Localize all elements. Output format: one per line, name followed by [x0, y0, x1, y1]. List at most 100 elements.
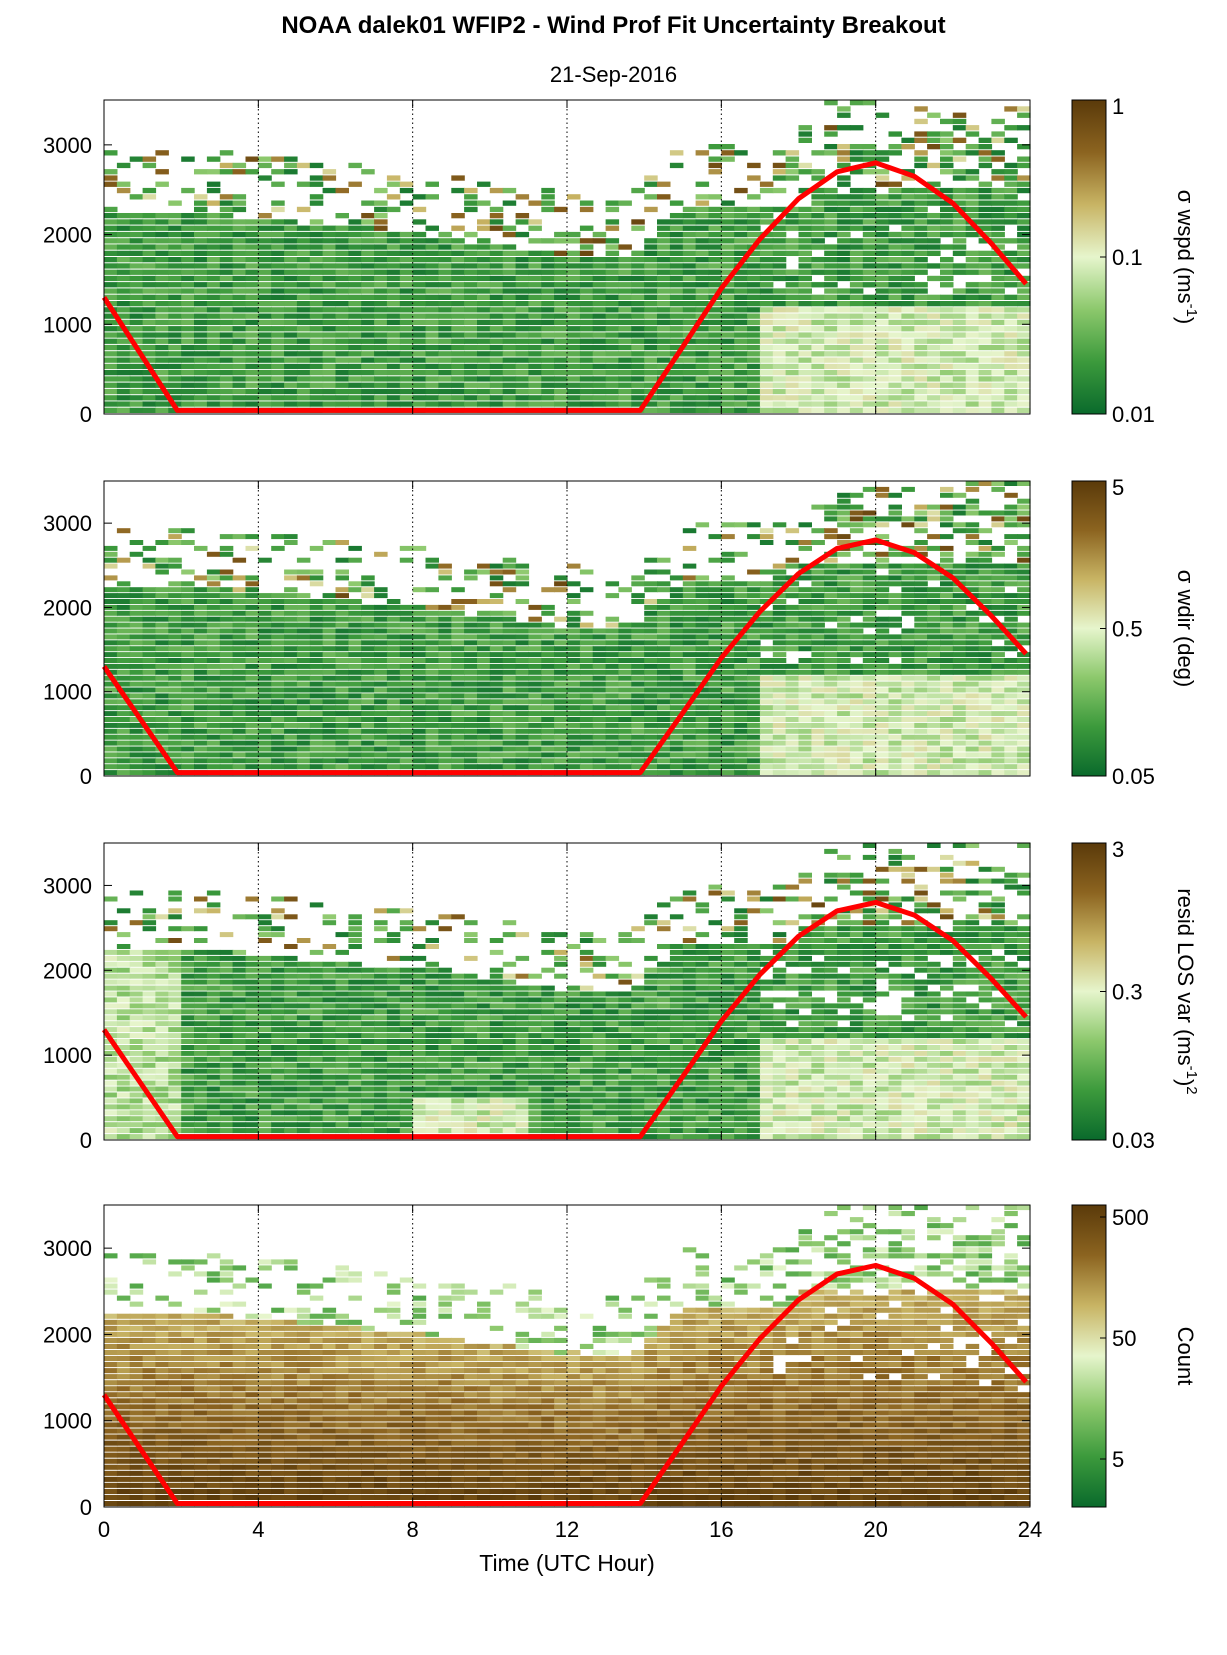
- heatmap-cell: [952, 681, 967, 687]
- heatmap-cell: [721, 652, 735, 658]
- heatmap-cell: [322, 622, 337, 628]
- heatmap-cell: [374, 382, 388, 388]
- heatmap-cell: [515, 622, 530, 628]
- heatmap-cell: [734, 370, 748, 376]
- heatmap-cell: [284, 332, 298, 338]
- heatmap-cell: [824, 187, 838, 194]
- heatmap-cell: [309, 604, 324, 610]
- heatmap-cell: [862, 510, 877, 516]
- heatmap-cell: [181, 652, 195, 658]
- heatmap-cell: [502, 675, 517, 681]
- heatmap-cell: [862, 200, 877, 206]
- heatmap-cell: [991, 187, 1005, 194]
- heatmap-cell: [798, 395, 812, 401]
- heatmap-cell: [554, 376, 568, 382]
- heatmap-cell: [181, 599, 195, 604]
- heatmap-cell: [888, 144, 902, 150]
- heatmap-cell: [991, 382, 1005, 388]
- heatmap-cell: [348, 610, 362, 616]
- heatmap-cell: [438, 652, 452, 658]
- heatmap-cell: [798, 313, 812, 319]
- heatmap-cell: [849, 728, 864, 734]
- heatmap-cell: [219, 150, 234, 156]
- heatmap-cell: [708, 722, 722, 728]
- heatmap-cell: [309, 269, 324, 275]
- heatmap-cell: [296, 722, 311, 728]
- heatmap-cell: [644, 338, 658, 344]
- heatmap-cell: [811, 313, 825, 319]
- heatmap-cell: [747, 711, 761, 717]
- heatmap-cell: [759, 388, 774, 395]
- heatmap-cell: [168, 681, 182, 687]
- heatmap-cell: [965, 200, 980, 206]
- heatmap-cell: [489, 225, 504, 231]
- heatmap-cell: [940, 219, 954, 225]
- heatmap-cell: [695, 734, 710, 740]
- heatmap-cell: [914, 770, 928, 776]
- heatmap-cell: [849, 332, 864, 338]
- heatmap-cell: [129, 338, 144, 344]
- heatmap-cell: [1017, 181, 1031, 187]
- heatmap-cell: [952, 569, 967, 575]
- heatmap-cell: [849, 313, 864, 319]
- heatmap-cell: [438, 646, 452, 652]
- heatmap-cell: [489, 693, 504, 699]
- heatmap-cell: [528, 319, 542, 326]
- heatmap-cell: [631, 758, 645, 764]
- heatmap-cell: [477, 395, 491, 401]
- heatmap-cell: [335, 244, 349, 250]
- heatmap-cell: [824, 194, 838, 200]
- heatmap-cell: [837, 516, 851, 522]
- heatmap-cell: [631, 275, 645, 282]
- heatmap-cell: [927, 250, 941, 256]
- heatmap-cell: [721, 770, 735, 776]
- heatmap-cell: [901, 407, 915, 413]
- heatmap-cell: [168, 675, 182, 681]
- heatmap-cell: [734, 581, 748, 587]
- heatmap-cell: [991, 734, 1005, 740]
- heatmap-cell: [309, 705, 324, 711]
- heatmap-cell: [914, 200, 928, 206]
- heatmap-cell: [271, 599, 285, 604]
- heatmap-cell: [940, 728, 954, 734]
- heatmap-cell: [309, 275, 324, 282]
- heatmap-cell: [335, 705, 349, 711]
- heatmap-cell: [901, 370, 915, 376]
- heatmap-cell: [837, 301, 851, 307]
- heatmap-cell: [592, 699, 607, 705]
- heatmap-cell: [785, 528, 800, 534]
- heatmap-cell: [759, 363, 774, 370]
- heatmap-cell: [631, 628, 645, 634]
- heatmap-cell: [104, 150, 118, 156]
- heatmap-cell: [605, 301, 620, 307]
- heatmap-cell: [168, 263, 182, 269]
- heatmap-cell: [785, 722, 800, 728]
- heatmap-cell: [940, 200, 954, 206]
- heatmap-cell: [991, 770, 1005, 776]
- heatmap-cell: [464, 705, 478, 711]
- heatmap-cell: [129, 699, 144, 705]
- heatmap-cell: [747, 705, 761, 711]
- heatmap-cell: [425, 395, 439, 401]
- heatmap-cell: [271, 722, 285, 728]
- heatmap-cell: [104, 734, 118, 740]
- heatmap-cell: [554, 663, 568, 669]
- heatmap-cell: [386, 705, 401, 711]
- heatmap-cell: [631, 187, 645, 194]
- heatmap-cell: [541, 628, 555, 634]
- heatmap-cell: [914, 294, 928, 300]
- heatmap-cell: [978, 717, 993, 722]
- heatmap-cell: [232, 699, 247, 705]
- heatmap-cell: [399, 634, 414, 640]
- heatmap-cell: [824, 382, 838, 388]
- heatmap-cell: [348, 687, 362, 693]
- heatmap-cell: [669, 587, 684, 593]
- heatmap-cell: [978, 181, 993, 187]
- heatmap-cell: [579, 357, 594, 363]
- heatmap-cell: [579, 711, 594, 717]
- heatmap-cell: [335, 344, 349, 351]
- heatmap-cell: [168, 370, 182, 376]
- heatmap-cell: [219, 764, 234, 770]
- heatmap-cell: [104, 401, 118, 407]
- heatmap-cell: [888, 231, 902, 238]
